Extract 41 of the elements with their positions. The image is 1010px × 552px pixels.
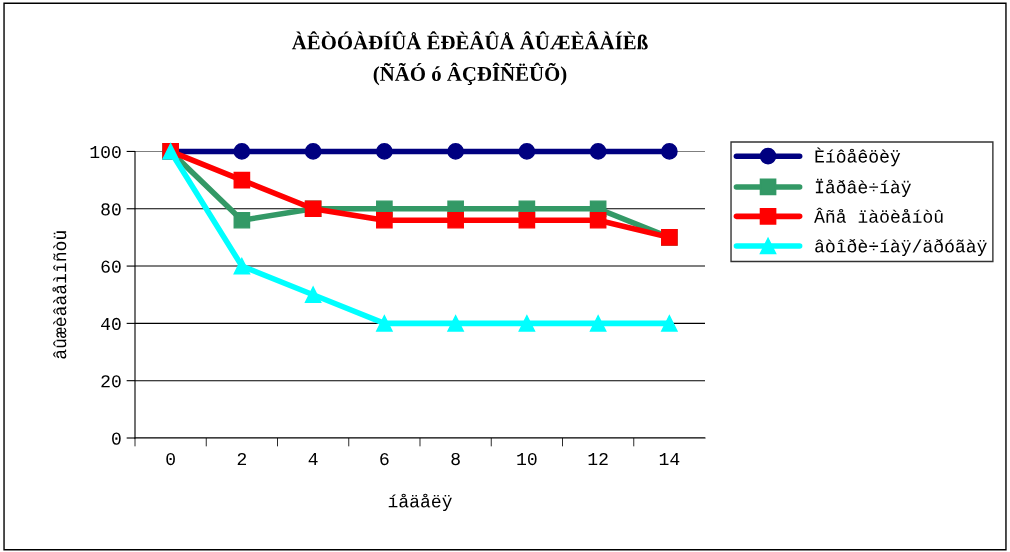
legend-label: Ïåðâè÷íàÿ [815, 178, 911, 197]
point [233, 257, 251, 275]
point [589, 211, 607, 229]
legend-label: âòîðè÷íàÿ/äðóãàÿ [815, 239, 987, 257]
y-tick-label: 0 [112, 432, 121, 445]
x-tick-label: 14 [659, 453, 680, 465]
point [589, 315, 607, 332]
x-tick-label: 4 [308, 453, 318, 465]
x-tick-label: 2 [237, 452, 247, 465]
point [447, 211, 464, 229]
y-tick-label: 100 [90, 145, 121, 159]
point [376, 211, 393, 229]
point [376, 315, 393, 332]
x-tick-label: 6 [380, 452, 389, 466]
x-tick-label: 12 [588, 452, 608, 465]
legend-label: Èíôåêöèÿ [815, 147, 901, 167]
point [376, 143, 393, 160]
point [447, 315, 464, 332]
y-tick-label: 60 [101, 260, 121, 273]
x-tick-label: 0 [166, 452, 175, 466]
point [233, 143, 251, 160]
point [233, 211, 251, 229]
legend-label: Âñå ïàöèåíòû [814, 207, 943, 223]
point [518, 211, 536, 229]
point [518, 315, 536, 332]
y-tick-label: 20 [101, 375, 121, 388]
point [589, 143, 607, 160]
point [304, 143, 322, 160]
point [447, 143, 464, 160]
x-tick-label: 10 [517, 452, 537, 466]
point [661, 143, 678, 160]
x-axis-title: íåäåëÿ [388, 493, 452, 512]
point [304, 286, 322, 304]
y-tick-label: 40 [101, 317, 121, 331]
point [661, 315, 678, 332]
y-axis-title: âûæèâàåìîñòü [52, 231, 67, 359]
y-tick-label: 80 [101, 203, 121, 216]
point [233, 171, 251, 189]
x-tick-label: 8 [451, 452, 460, 466]
chart-title: ÀÊÒÓÀÐÍÛÅ ÊÐÈÂÛÅ ÂÛÆÈÂÀÍÈß (ÑÃÓ ó ÂÇÐÎÑËÛÕ) [291, 31, 648, 86]
point [518, 143, 536, 160]
